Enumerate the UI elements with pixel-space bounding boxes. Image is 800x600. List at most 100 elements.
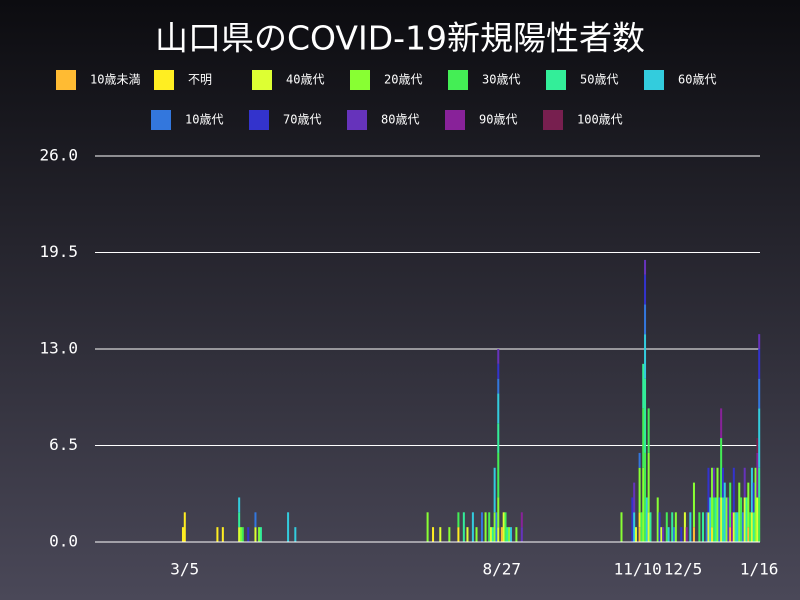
bar-segment — [638, 452, 641, 468]
legend-swatch — [644, 70, 664, 90]
bar-segment — [638, 467, 641, 513]
bar-segment — [506, 527, 509, 542]
bar-segment — [729, 527, 732, 542]
bar-segment — [631, 497, 634, 542]
bar-segment — [497, 527, 500, 542]
bar-segment — [743, 467, 746, 498]
bar-segment — [647, 408, 650, 453]
bar-segment — [634, 527, 637, 542]
bar-segment — [758, 467, 761, 498]
bar-segment — [683, 512, 686, 542]
bar-segment — [509, 527, 512, 542]
bar-segment — [673, 527, 676, 542]
bar-segment — [674, 512, 677, 542]
bar-segment — [480, 512, 483, 542]
bar-segment — [758, 349, 761, 379]
bar-segment — [644, 334, 647, 379]
bar-segment — [432, 527, 435, 542]
bar-segment — [743, 497, 746, 542]
bar-segment — [426, 512, 429, 542]
bar-segment — [718, 497, 721, 542]
y-tick-label: 26.0 — [39, 146, 78, 165]
bar-segment — [466, 527, 469, 542]
bar-segment — [638, 527, 641, 542]
bar-segment — [705, 512, 708, 542]
bar-segment — [254, 527, 257, 542]
legend-label: 70歳代 — [283, 113, 321, 127]
bar-segment — [698, 512, 701, 542]
bar-segment — [497, 349, 500, 364]
bar-segment — [747, 482, 750, 528]
x-tick-label: 12/5 — [664, 560, 703, 579]
bar-segment — [720, 438, 723, 498]
bar-segment — [656, 497, 659, 542]
bar-segment — [500, 527, 503, 542]
bar-segment — [720, 497, 723, 542]
bar-segment — [488, 512, 491, 542]
legend-swatch — [154, 70, 174, 90]
bar-segment — [734, 512, 737, 542]
bar-segment — [497, 393, 500, 424]
bar-segment — [495, 512, 498, 542]
bar-segment — [738, 482, 741, 542]
legend-swatch — [347, 110, 367, 130]
bar-segment — [181, 527, 184, 542]
bar-segment — [457, 512, 460, 528]
bar-segment — [712, 497, 715, 542]
bar-segment — [642, 408, 645, 468]
bar-segment — [457, 527, 460, 542]
bar-segment — [645, 497, 648, 542]
bar-segment — [502, 512, 505, 542]
bar-segment — [662, 527, 665, 542]
legend-swatch — [252, 70, 272, 90]
bar-segment — [258, 527, 261, 542]
bar-segment — [745, 497, 748, 542]
bar-segment — [723, 482, 726, 542]
bar-segment — [758, 408, 761, 468]
bar-segment — [729, 482, 732, 528]
bar-segment — [497, 363, 500, 379]
chart-title: 山口県のCOVID-19新規陽性者数 — [155, 19, 645, 58]
bar-segment — [642, 467, 645, 542]
bar-segment — [633, 512, 636, 542]
y-tick-label: 6.5 — [49, 435, 78, 454]
bar-segment — [633, 482, 636, 513]
bar-segment — [727, 497, 730, 542]
x-tick-label: 11/10 — [614, 560, 662, 579]
legend-swatch — [249, 110, 269, 130]
bar-segment — [667, 527, 670, 542]
legend-label: 30歳代 — [482, 73, 520, 87]
bar-segment — [493, 467, 496, 513]
y-tick-label: 0.0 — [49, 532, 78, 551]
bar-segment — [462, 512, 465, 542]
bar-segment — [741, 512, 744, 542]
bar-segment — [711, 527, 714, 542]
bar-segment — [644, 259, 647, 275]
legend-label: 60歳代 — [678, 73, 716, 87]
bar-segment — [647, 512, 650, 542]
bar-segment — [756, 452, 759, 498]
bar-segment — [758, 378, 761, 409]
bar-segment — [484, 512, 487, 542]
legend-swatch — [445, 110, 465, 130]
bar-segment — [756, 438, 759, 453]
bar-segment — [721, 497, 724, 542]
legend-swatch — [350, 70, 370, 90]
bar-segment — [714, 497, 717, 542]
bar-segment — [520, 527, 523, 542]
bar-segment — [747, 527, 750, 542]
bar-segment — [620, 512, 623, 542]
legend-label: 80歳代 — [381, 113, 419, 127]
bar-segment — [221, 527, 224, 542]
bar-segment — [183, 512, 186, 542]
bar-segment — [740, 497, 743, 542]
legend-label: 10歳代 — [185, 113, 223, 127]
bar-segment — [685, 527, 688, 542]
bar-segment — [294, 527, 297, 542]
legend-label: 20歳代 — [384, 73, 422, 87]
bar-segment — [239, 527, 242, 542]
legend-label: 100歳代 — [577, 113, 623, 127]
y-tick-label: 19.5 — [39, 242, 78, 261]
bar-segment — [497, 378, 500, 394]
